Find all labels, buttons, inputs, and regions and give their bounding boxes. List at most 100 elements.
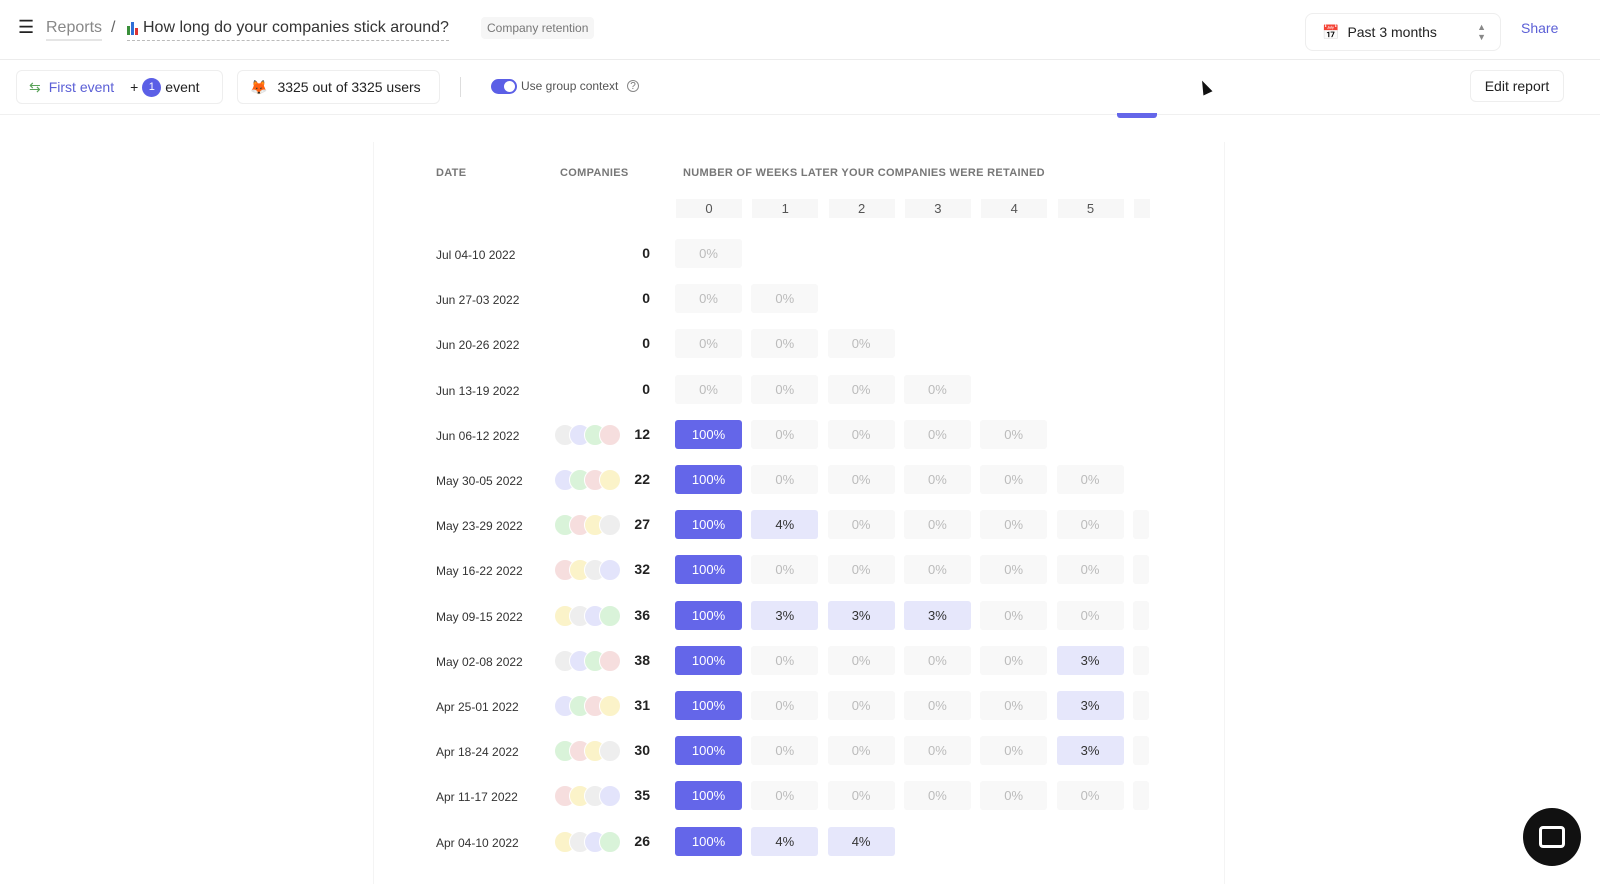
- company-avatars[interactable]: [554, 830, 621, 853]
- company-avatars[interactable]: [554, 695, 621, 717]
- company-avatars[interactable]: [554, 423, 621, 446]
- retention-cell[interactable]: 0%: [903, 465, 971, 494]
- share-button[interactable]: Share: [1521, 20, 1559, 36]
- retention-cell[interactable]: 0%: [675, 239, 742, 268]
- retention-cell[interactable]: 100%: [675, 736, 742, 766]
- table-row: Apr 11-17 2022 35 100% 0% 0% 0% 0% 0%: [0, 781, 1600, 811]
- retention-cell[interactable]: 4%: [751, 510, 819, 540]
- retention-cell[interactable]: 0%: [827, 465, 895, 494]
- retention-cell[interactable]: 0%: [827, 374, 895, 404]
- retention-cell[interactable]: 0%: [827, 419, 895, 449]
- retention-cell[interactable]: 0%: [827, 645, 895, 675]
- cohort-date: Jun 13-19 2022: [436, 383, 520, 398]
- retention-cell[interactable]: 0%: [980, 555, 1048, 585]
- retention-cell[interactable]: 0%: [903, 555, 971, 585]
- retention-cell[interactable]: 0%: [827, 329, 895, 359]
- retention-cell[interactable]: 0%: [903, 510, 971, 540]
- retention-cell[interactable]: 0%: [980, 510, 1048, 540]
- retention-cell[interactable]: 0%: [1056, 600, 1124, 630]
- view-switch-active[interactable]: [1117, 113, 1157, 118]
- cohort-date: May 02-08 2022: [436, 654, 523, 669]
- retention-cell[interactable]: 0%: [751, 555, 819, 585]
- group-context-toggle[interactable]: [491, 79, 517, 94]
- retention-cell[interactable]: 100%: [675, 691, 742, 720]
- retention-cell[interactable]: 0%: [751, 645, 819, 675]
- chat-launcher-button[interactable]: [1523, 808, 1581, 866]
- retention-cell[interactable]: 0%: [827, 555, 895, 585]
- company-avatars[interactable]: [554, 604, 621, 627]
- retention-cell[interactable]: 0%: [675, 374, 742, 404]
- retention-cell[interactable]: 0%: [980, 465, 1048, 494]
- retention-cell[interactable]: 3%: [827, 600, 895, 630]
- company-avatar: [599, 559, 621, 582]
- users-count: 3325 out of 3325 users: [277, 79, 421, 95]
- retention-cell-partial: [1132, 691, 1149, 720]
- retention-cell[interactable]: 0%: [827, 736, 895, 766]
- company-avatars[interactable]: [554, 469, 621, 491]
- company-avatars[interactable]: [554, 514, 621, 537]
- cohort-date: May 30-05 2022: [436, 474, 523, 488]
- retention-cell[interactable]: 3%: [1056, 736, 1124, 766]
- report-title[interactable]: How long do your companies stick around?: [127, 19, 449, 41]
- retention-cell[interactable]: 0%: [751, 736, 819, 766]
- help-icon[interactable]: ?: [627, 80, 639, 92]
- retention-cell[interactable]: 100%: [675, 465, 742, 494]
- retention-cell[interactable]: 0%: [675, 284, 742, 314]
- retention-cell[interactable]: 0%: [751, 284, 819, 314]
- retention-cell[interactable]: 0%: [751, 374, 819, 404]
- hamburger-menu-icon[interactable]: ☰: [18, 17, 35, 37]
- retention-cell[interactable]: 100%: [675, 826, 742, 856]
- retention-cell[interactable]: 3%: [1056, 691, 1124, 720]
- retention-cell[interactable]: 100%: [675, 555, 742, 585]
- retention-cell[interactable]: 0%: [903, 691, 971, 720]
- company-avatars[interactable]: [554, 785, 621, 808]
- retention-cell[interactable]: 0%: [827, 781, 895, 811]
- retention-cell[interactable]: 100%: [675, 510, 742, 540]
- retention-cell[interactable]: 4%: [751, 826, 819, 856]
- retention-cell[interactable]: 0%: [1056, 510, 1124, 540]
- date-range-select[interactable]: 📅 Past 3 months ▲ ▼: [1305, 13, 1501, 51]
- retention-cell[interactable]: 3%: [1056, 645, 1124, 675]
- retention-cell-partial: [1132, 736, 1149, 766]
- retention-cell[interactable]: 0%: [1056, 781, 1124, 811]
- retention-cell[interactable]: 0%: [827, 691, 895, 720]
- table-row: May 23-29 2022 27 100% 4% 0% 0% 0% 0%: [0, 510, 1600, 540]
- retention-cell[interactable]: 0%: [751, 465, 819, 494]
- retention-cell[interactable]: 0%: [751, 691, 819, 720]
- retention-cell[interactable]: 0%: [1056, 465, 1124, 494]
- retention-cell[interactable]: 0%: [980, 691, 1048, 720]
- retention-cell[interactable]: 100%: [675, 600, 742, 630]
- retention-cell[interactable]: 0%: [903, 374, 971, 404]
- retention-cell[interactable]: 0%: [827, 510, 895, 540]
- retention-cell[interactable]: 3%: [751, 600, 819, 630]
- company-avatars[interactable]: [554, 559, 621, 582]
- retention-cell[interactable]: 0%: [751, 329, 819, 359]
- retention-cell[interactable]: 0%: [980, 736, 1048, 766]
- retention-cell[interactable]: 0%: [980, 645, 1048, 675]
- retention-cell[interactable]: 100%: [675, 419, 742, 449]
- retention-cell[interactable]: 0%: [675, 329, 742, 359]
- retention-cell[interactable]: 0%: [751, 419, 819, 449]
- table-row: May 16-22 2022 32 100% 0% 0% 0% 0% 0%: [0, 555, 1600, 585]
- users-filter[interactable]: 🦊 3325 out of 3325 users: [237, 70, 440, 104]
- chevron-updown-icon: ▲ ▼: [1477, 22, 1486, 42]
- retention-cell[interactable]: 0%: [903, 781, 971, 811]
- breadcrumb-reports[interactable]: Reports: [46, 19, 103, 41]
- retention-cell[interactable]: 0%: [980, 781, 1048, 811]
- cohort-date: Jul 04-10 2022: [436, 248, 516, 262]
- retention-cell[interactable]: 3%: [903, 600, 971, 630]
- retention-cell[interactable]: 0%: [1056, 555, 1124, 585]
- company-avatars[interactable]: [554, 649, 621, 672]
- retention-cell[interactable]: 0%: [903, 419, 971, 449]
- retention-cell[interactable]: 4%: [827, 826, 895, 856]
- edit-report-button[interactable]: Edit report: [1470, 70, 1564, 102]
- company-avatars[interactable]: [554, 740, 621, 763]
- retention-cell[interactable]: 0%: [903, 736, 971, 766]
- retention-cell[interactable]: 0%: [751, 781, 819, 811]
- retention-cell[interactable]: 0%: [903, 645, 971, 675]
- retention-cell[interactable]: 0%: [980, 419, 1048, 449]
- retention-cell[interactable]: 0%: [980, 600, 1048, 630]
- event-selector[interactable]: ⇆ First event + 1 event: [16, 70, 223, 104]
- retention-cell[interactable]: 100%: [675, 645, 742, 675]
- retention-cell[interactable]: 100%: [675, 781, 742, 811]
